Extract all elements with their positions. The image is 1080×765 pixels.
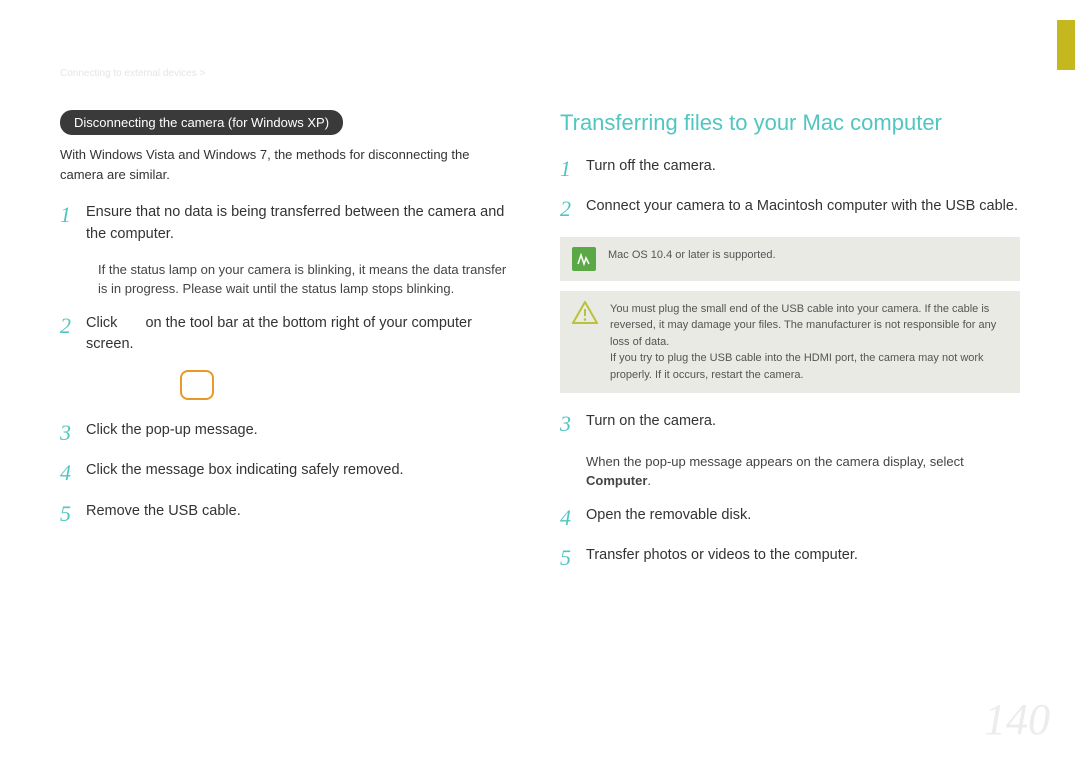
step-1: 1 Turn off the camera. (560, 156, 1020, 182)
step-5: 5 Transfer photos or videos to the compu… (560, 545, 1020, 571)
substep-text: When the pop-up message appears on the c… (586, 452, 1020, 491)
step-text: Remove the USB cable. (86, 501, 241, 527)
page-number: 140 (984, 694, 1050, 745)
step-text: Turn on the camera. (586, 411, 716, 437)
step-1: 1 Ensure that no data is being transferr… (60, 202, 515, 246)
step-number: 5 (560, 545, 586, 571)
right-column: Transferring files to your Mac computer … (540, 110, 1020, 585)
step-text: Open the removable disk. (586, 505, 751, 531)
warning-box: You must plug the small end of the USB c… (560, 291, 1020, 394)
sub-pre: When the pop-up message appears on the c… (586, 454, 964, 469)
step-number: 4 (560, 505, 586, 531)
warn-para-1: You must plug the small end of the USB c… (610, 303, 996, 348)
content-columns: Disconnecting the camera (for Windows XP… (60, 110, 1020, 585)
warning-icon (572, 301, 598, 325)
step-5: 5 Remove the USB cable. (60, 501, 515, 527)
step-number: 4 (60, 460, 86, 486)
warning-text: You must plug the small end of the USB c… (610, 301, 1008, 384)
toolbar-icon-placeholder (180, 370, 214, 400)
step-text: Click the pop-up message. (86, 420, 258, 446)
sub-post: . (647, 473, 651, 488)
pen-icon (572, 247, 596, 271)
breadcrumb: Connecting to external devices > (60, 68, 205, 79)
step-text: Turn off the camera. (586, 156, 716, 182)
step-text: Ensure that no data is being transferred… (86, 202, 515, 246)
step-number: 1 (560, 156, 586, 182)
section-title: Transferring files to your Mac computer (560, 110, 1020, 136)
intro-text: With Windows Vista and Windows 7, the me… (60, 145, 515, 184)
step-number: 2 (60, 313, 86, 357)
step-2: 2 Click on the tool bar at the bottom ri… (60, 313, 515, 357)
note-box: Mac OS 10.4 or later is supported. (560, 237, 1020, 281)
step-4: 4 Open the removable disk. (560, 505, 1020, 531)
step-text: Connect your camera to a Macintosh compu… (586, 196, 1018, 222)
step-text-pre: Click (86, 315, 121, 331)
step-text: Click on the tool bar at the bottom righ… (86, 313, 515, 357)
step-number: 2 (560, 196, 586, 222)
section-pill: Disconnecting the camera (for Windows XP… (60, 110, 343, 135)
step-3: 3 Turn on the camera. (560, 411, 1020, 437)
warn-para-2: If you try to plug the USB cable into th… (610, 352, 984, 381)
substep-text: If the status lamp on your camera is bli… (98, 260, 515, 299)
step-2: 2 Connect your camera to a Macintosh com… (560, 196, 1020, 222)
sub-bold: Computer (586, 473, 647, 488)
page-tab (1057, 20, 1075, 70)
step-number: 3 (60, 420, 86, 446)
step-text: Transfer photos or videos to the compute… (586, 545, 858, 571)
left-column: Disconnecting the camera (for Windows XP… (60, 110, 540, 585)
step-number: 3 (560, 411, 586, 437)
step-3: 3 Click the pop-up message. (60, 420, 515, 446)
step-number: 1 (60, 202, 86, 246)
step-4: 4 Click the message box indicating safel… (60, 460, 515, 486)
note-text: Mac OS 10.4 or later is supported. (608, 247, 776, 264)
step-text: Click the message box indicating safely … (86, 460, 404, 486)
step-number: 5 (60, 501, 86, 527)
step-text-post: on the tool bar at the bottom right of y… (86, 315, 472, 353)
